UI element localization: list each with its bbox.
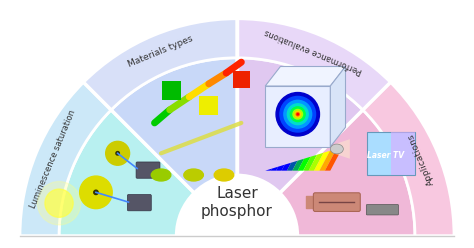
Circle shape <box>293 109 302 119</box>
Text: Laser
phosphor: Laser phosphor <box>201 186 273 219</box>
Circle shape <box>106 141 129 165</box>
Circle shape <box>45 189 73 217</box>
FancyBboxPatch shape <box>366 205 399 215</box>
Text: Applications: Applications <box>407 132 436 187</box>
Circle shape <box>296 113 299 116</box>
Ellipse shape <box>330 144 343 154</box>
Polygon shape <box>330 66 346 147</box>
Wedge shape <box>83 19 237 110</box>
FancyBboxPatch shape <box>367 132 415 175</box>
Polygon shape <box>314 151 330 171</box>
Polygon shape <box>303 155 317 171</box>
Wedge shape <box>59 110 194 236</box>
Circle shape <box>287 104 308 125</box>
FancyBboxPatch shape <box>313 193 360 212</box>
Text: Laser TV: Laser TV <box>367 151 404 160</box>
Wedge shape <box>111 58 237 193</box>
Wedge shape <box>237 19 391 110</box>
Polygon shape <box>282 163 291 171</box>
Ellipse shape <box>151 169 171 181</box>
Circle shape <box>295 111 301 117</box>
Polygon shape <box>276 165 285 171</box>
FancyBboxPatch shape <box>136 162 160 178</box>
Polygon shape <box>335 139 350 159</box>
FancyBboxPatch shape <box>128 194 151 211</box>
Circle shape <box>284 100 311 128</box>
Circle shape <box>116 152 119 155</box>
Polygon shape <box>265 86 330 147</box>
Circle shape <box>280 96 316 132</box>
Circle shape <box>37 182 81 225</box>
Polygon shape <box>265 169 272 171</box>
Polygon shape <box>287 161 298 171</box>
Polygon shape <box>325 147 343 171</box>
Wedge shape <box>280 110 415 236</box>
Polygon shape <box>309 153 324 171</box>
Circle shape <box>276 93 319 136</box>
Circle shape <box>291 107 305 122</box>
Text: Performance evaluations: Performance evaluations <box>263 27 364 76</box>
Polygon shape <box>265 66 346 86</box>
Circle shape <box>94 190 98 194</box>
Polygon shape <box>292 159 304 171</box>
FancyBboxPatch shape <box>391 132 415 175</box>
Ellipse shape <box>184 169 203 181</box>
Wedge shape <box>20 82 111 236</box>
Text: Luminescence saturation: Luminescence saturation <box>28 109 77 210</box>
Polygon shape <box>271 167 278 171</box>
Wedge shape <box>363 82 454 236</box>
Circle shape <box>297 114 299 115</box>
Circle shape <box>176 175 298 248</box>
Text: Materials types: Materials types <box>127 34 194 69</box>
Ellipse shape <box>214 169 234 181</box>
Wedge shape <box>237 58 363 193</box>
Polygon shape <box>319 149 337 171</box>
Circle shape <box>80 176 112 209</box>
Polygon shape <box>298 157 310 171</box>
